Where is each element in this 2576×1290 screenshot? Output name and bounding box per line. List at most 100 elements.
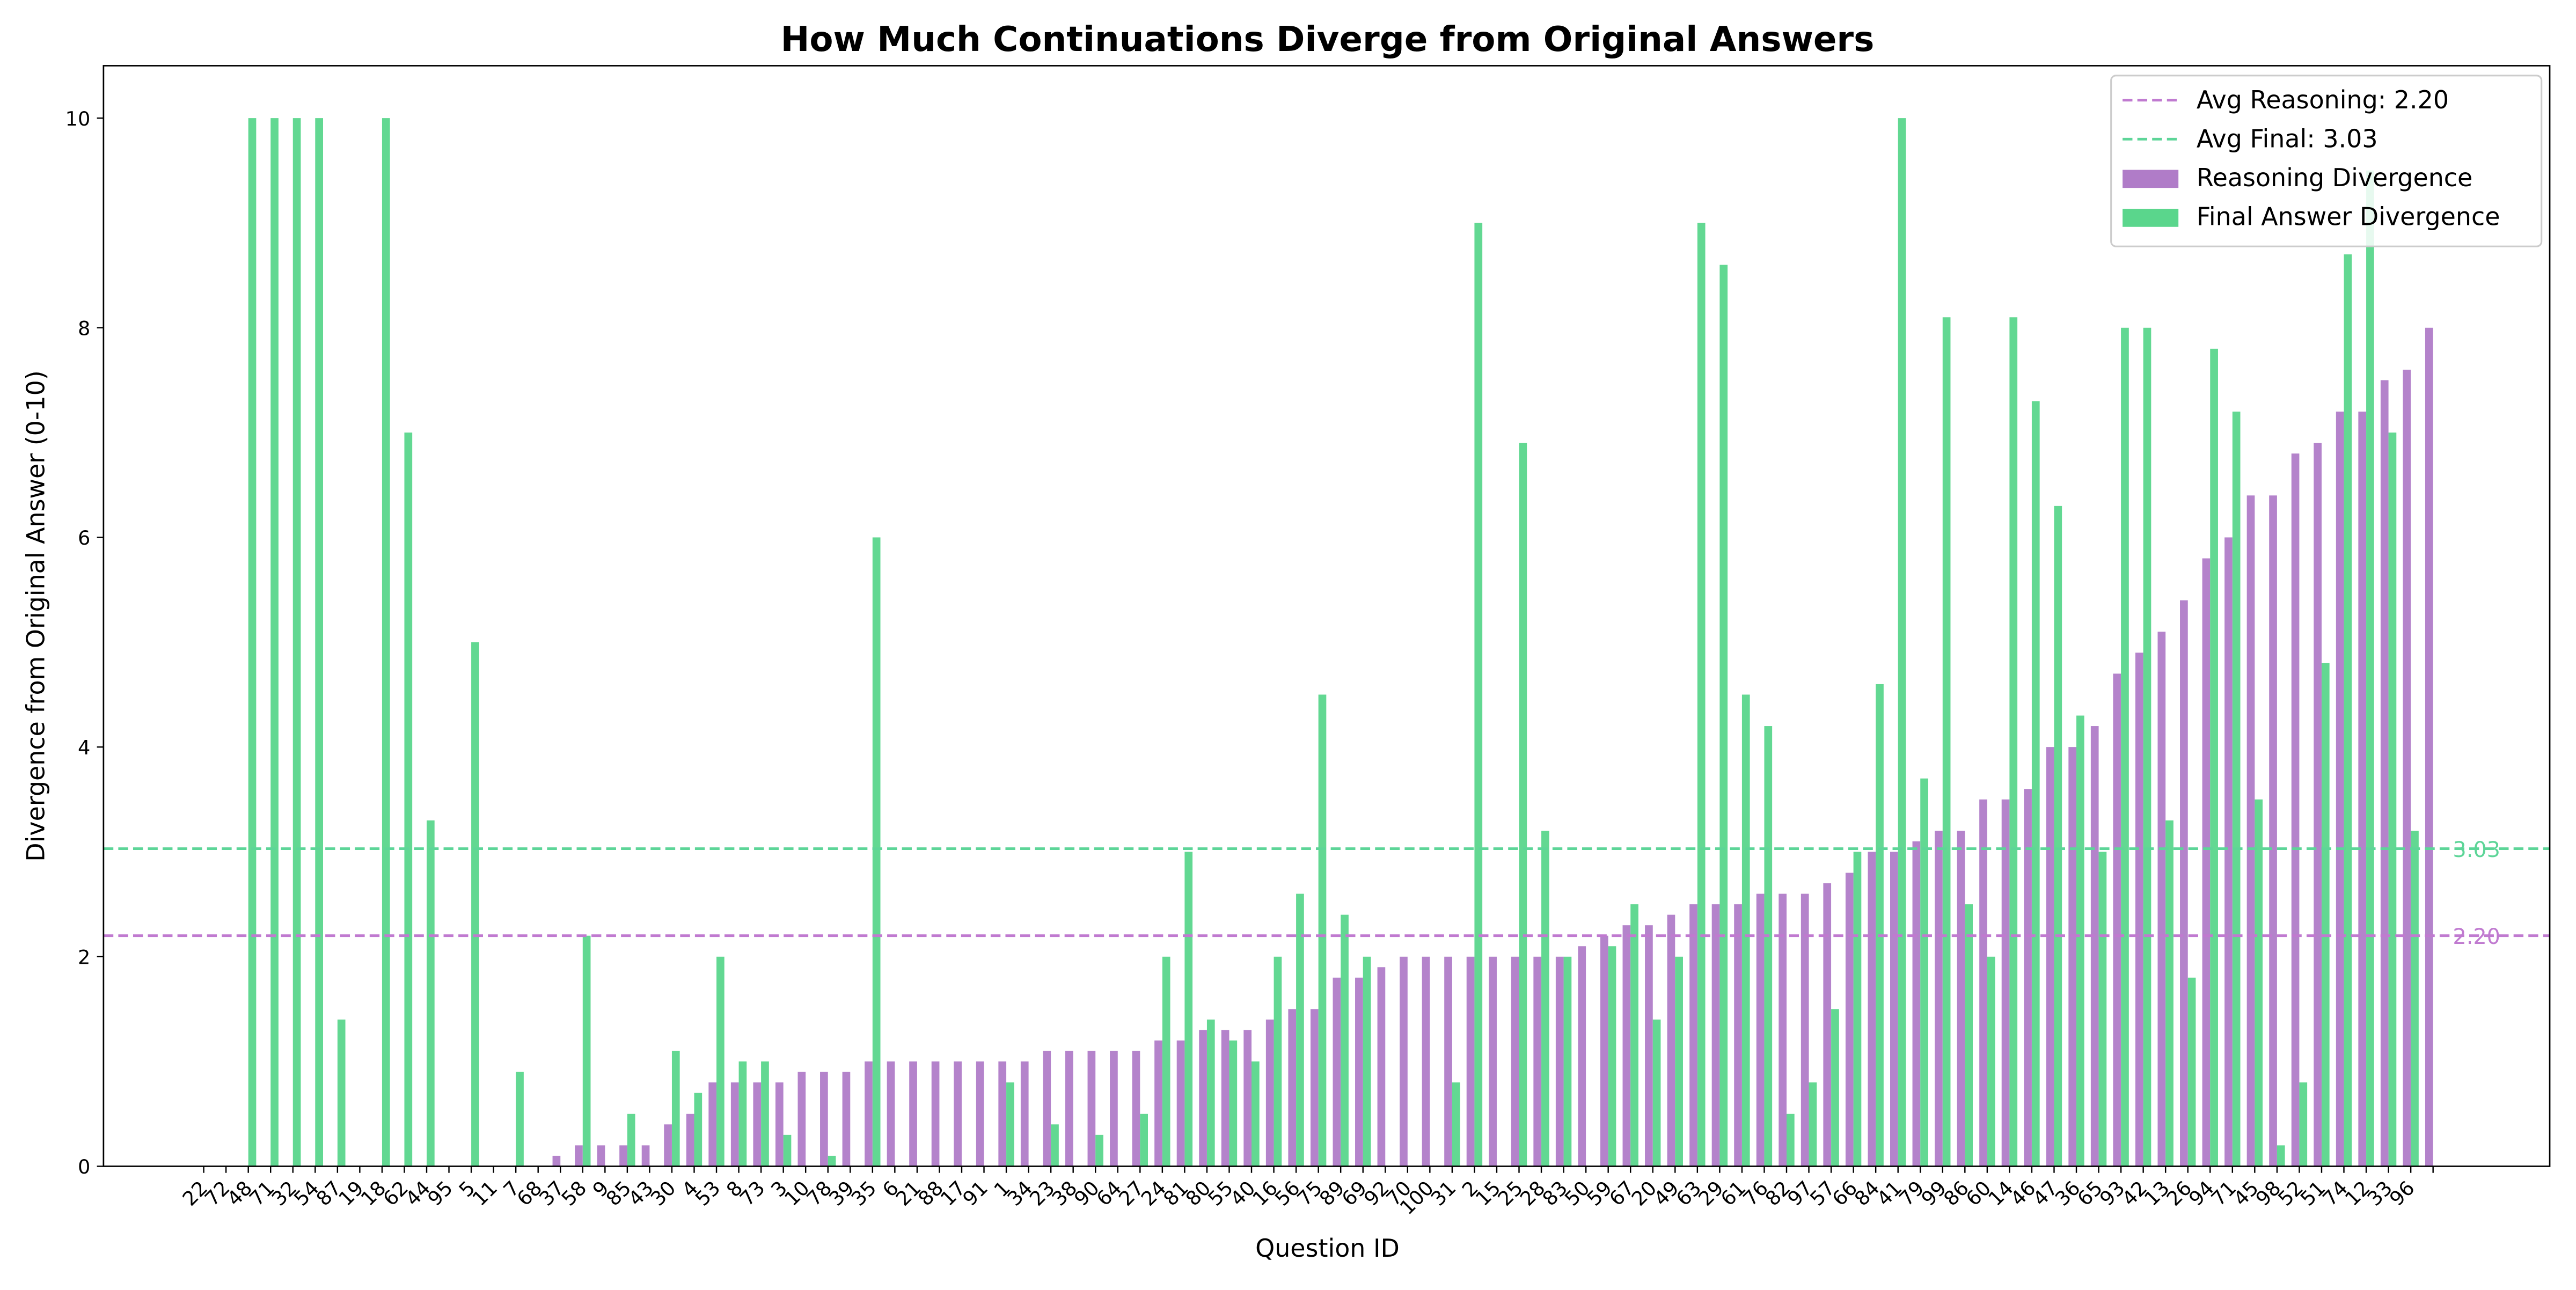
bar (775, 1082, 784, 1167)
bar (1466, 956, 1475, 1167)
bar (931, 1061, 940, 1167)
bar (382, 118, 390, 1167)
bar (872, 537, 881, 1167)
bar (2246, 495, 2255, 1167)
legend-label: Final Answer Divergence (2197, 202, 2500, 231)
bar (1563, 956, 1572, 1167)
bar (976, 1061, 984, 1167)
bar (1957, 831, 1965, 1167)
bar (2210, 348, 2218, 1167)
bar (2157, 632, 2166, 1167)
bar (887, 1061, 895, 1167)
bar (1206, 1020, 1215, 1167)
bar (694, 1093, 702, 1167)
bar (627, 1113, 635, 1167)
bar (1444, 956, 1452, 1167)
bar (1987, 956, 1995, 1167)
bar (1890, 852, 1898, 1167)
bar (2277, 1145, 2285, 1167)
bar (2076, 715, 2084, 1167)
bar (1265, 1020, 1274, 1167)
bar (1184, 852, 1193, 1167)
bar (1095, 1134, 1103, 1167)
bar (671, 1051, 680, 1167)
bar (2143, 327, 2151, 1167)
x-tick-label: 35 (847, 1176, 881, 1210)
x-tick-label: 31 (1426, 1176, 1460, 1210)
bar (2299, 1082, 2308, 1167)
y-tick-label: 2 (78, 946, 90, 969)
plot-frame (103, 65, 2551, 1167)
legend-label: Avg Final: 3.03 (2197, 124, 2378, 153)
bar (1043, 1051, 1051, 1167)
bar (2187, 977, 2196, 1167)
x-tick-label: 11 (468, 1176, 502, 1210)
bar (471, 642, 479, 1167)
bar (1221, 1030, 1230, 1167)
x-tick-label: 73 (735, 1176, 769, 1210)
x-tick-label: 53 (691, 1176, 724, 1210)
bar (582, 935, 591, 1167)
bar (1541, 831, 1549, 1167)
bar (1756, 893, 1765, 1167)
bar (1801, 893, 1809, 1167)
bar (1087, 1051, 1096, 1167)
bar (1779, 893, 1787, 1167)
bar (2009, 317, 2018, 1167)
legend: Avg Reasoning: 2.20 Avg Final: 3.03 Reason… (2110, 75, 2543, 247)
bar (1920, 778, 1928, 1167)
bar (842, 1072, 851, 1167)
bar (404, 433, 413, 1167)
bar (2232, 412, 2241, 1167)
bar (2388, 433, 2397, 1167)
bar (1608, 946, 1616, 1167)
bar (1422, 956, 1430, 1167)
x-tick-label: 58 (557, 1176, 591, 1210)
reference-label: 3.03 (2453, 838, 2500, 862)
bar (1363, 956, 1371, 1167)
bar (1519, 443, 1527, 1167)
bar (2321, 663, 2330, 1167)
bar (292, 118, 301, 1167)
bar (1898, 118, 1906, 1167)
bar (1912, 841, 1921, 1167)
y-tick-label: 10 (65, 107, 91, 130)
bar (1645, 925, 1653, 1167)
bar (2366, 170, 2374, 1167)
bar (2098, 852, 2107, 1167)
bar (315, 118, 323, 1167)
bar (1652, 1020, 1661, 1167)
bar (1764, 726, 1773, 1167)
bar (686, 1113, 694, 1167)
bar (716, 956, 724, 1167)
x-tick-label: 30 (646, 1176, 680, 1210)
bar (1020, 1061, 1029, 1167)
bar (1965, 904, 1973, 1167)
bar (1452, 1082, 1460, 1167)
bar (797, 1072, 806, 1167)
bar (1853, 852, 1862, 1167)
bar (2224, 537, 2233, 1167)
bar (1252, 1061, 1260, 1167)
bar (1132, 1051, 1140, 1167)
legend-swatch (2123, 209, 2179, 227)
bar (2135, 653, 2143, 1167)
bar (2255, 799, 2263, 1167)
bar (2411, 831, 2419, 1167)
bar (2054, 505, 2062, 1167)
bar (270, 118, 279, 1167)
bar (664, 1124, 672, 1167)
bar (783, 1134, 792, 1167)
bar (1876, 684, 1884, 1167)
bar (1288, 1009, 1297, 1167)
bar (1578, 946, 1586, 1167)
bar (1675, 956, 1683, 1167)
bar (1741, 694, 1750, 1167)
bar (1935, 831, 1943, 1167)
bar (1318, 694, 1327, 1167)
bar (2314, 443, 2322, 1167)
x-tick-label: 91 (958, 1176, 992, 1210)
bar (2403, 369, 2411, 1167)
bar (828, 1155, 836, 1167)
